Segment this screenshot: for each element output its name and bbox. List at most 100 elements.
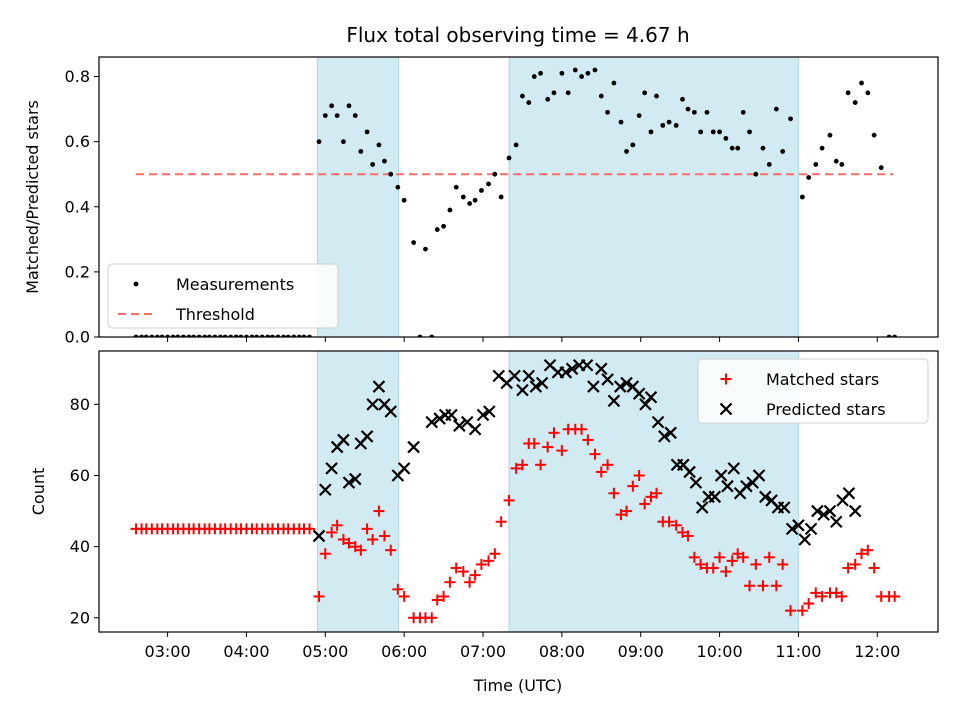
data-point [698,129,704,135]
x-tick-label: 03:00 [145,642,191,661]
data-point [489,548,501,560]
data-point-stroke [516,383,529,397]
data-point [859,80,864,86]
data-point [535,376,549,390]
data-point [319,548,331,560]
x-tick-label: 05:00 [302,642,348,661]
series-predicted-stars [312,358,862,546]
data-point [650,487,662,499]
data-point-stroke [759,490,772,504]
data-point [526,100,532,105]
data-point [630,142,636,148]
data-point-stroke [817,508,830,521]
data-point [621,505,633,517]
data-point [453,184,459,190]
data-point [806,175,812,180]
y-axis-label: Count [29,468,48,516]
data-point [813,162,819,167]
data-point-stroke [632,387,646,400]
data-point-stroke [468,422,482,436]
data-point [445,408,458,422]
x-tick-label: 11:00 [775,642,821,661]
data-point [608,487,620,499]
data-point [388,171,394,177]
data-point-stroke [595,362,608,376]
data-point [366,398,379,411]
data-point [819,145,825,151]
data-point [744,580,756,592]
series-matched-stars [130,423,901,624]
data-point [498,194,504,200]
data-point [426,612,438,624]
y-tick-label: 0.8 [65,67,90,86]
data-point [444,576,456,588]
data-point [349,541,361,553]
axes-frame [98,350,939,633]
legend: Measurements Threshold [107,263,339,329]
y-tick-label: 0.2 [65,262,90,281]
data-point-stroke [492,369,506,383]
data-point [611,80,617,86]
data-point-stroke [740,479,753,493]
y-tick-label: 0.6 [65,132,90,151]
data-point [510,462,522,474]
data-point-stroke [372,380,386,393]
data-point [464,576,476,588]
data-point [520,93,525,99]
legend-box [697,358,929,424]
data-point [565,90,571,96]
data-point [528,437,540,449]
data-point [508,369,521,383]
data-point-stroke [689,476,703,489]
data-point-stroke [580,358,594,372]
data-point [673,122,679,128]
data-point [595,362,608,376]
data-point [878,165,884,171]
data-point [312,529,326,543]
data-point [695,501,709,514]
data-point [691,109,697,115]
data-point-stroke [830,515,843,529]
data-point [337,433,350,447]
data-point [799,194,805,200]
data-point-stroke [312,529,326,543]
data-point [707,562,719,574]
data-point [434,227,440,232]
data-point [639,398,652,411]
data-point [548,427,560,439]
data-point [538,70,543,76]
data-point [453,419,466,432]
data-point [423,246,428,252]
data-point-stroke [721,479,734,493]
data-point [817,508,830,521]
data-point [483,555,495,567]
data-point [545,96,551,102]
data-point [492,171,498,177]
data-point [740,479,753,493]
data-point [486,181,491,187]
data-point-stroke [325,462,338,475]
data-point [605,109,611,115]
data-point [595,466,607,478]
data-point [766,162,772,167]
data-point [322,113,328,119]
data-point [651,415,665,429]
data-point [460,194,466,200]
data-point [839,162,845,167]
data-point [735,145,741,151]
data-point [431,594,443,606]
data-point [450,562,462,574]
data-point [559,70,565,76]
data-point-stroke [752,469,766,482]
data-point [710,129,716,135]
data-point [580,358,594,372]
data-point [663,516,675,528]
data-point-stroke [792,519,805,532]
data-point [559,366,573,379]
data-point [372,380,386,393]
data-point [685,106,691,112]
y-tick-label: 20 [70,608,90,627]
data-point [717,129,722,135]
data-point [830,587,842,599]
x-tick-label: 04:00 [223,642,269,661]
